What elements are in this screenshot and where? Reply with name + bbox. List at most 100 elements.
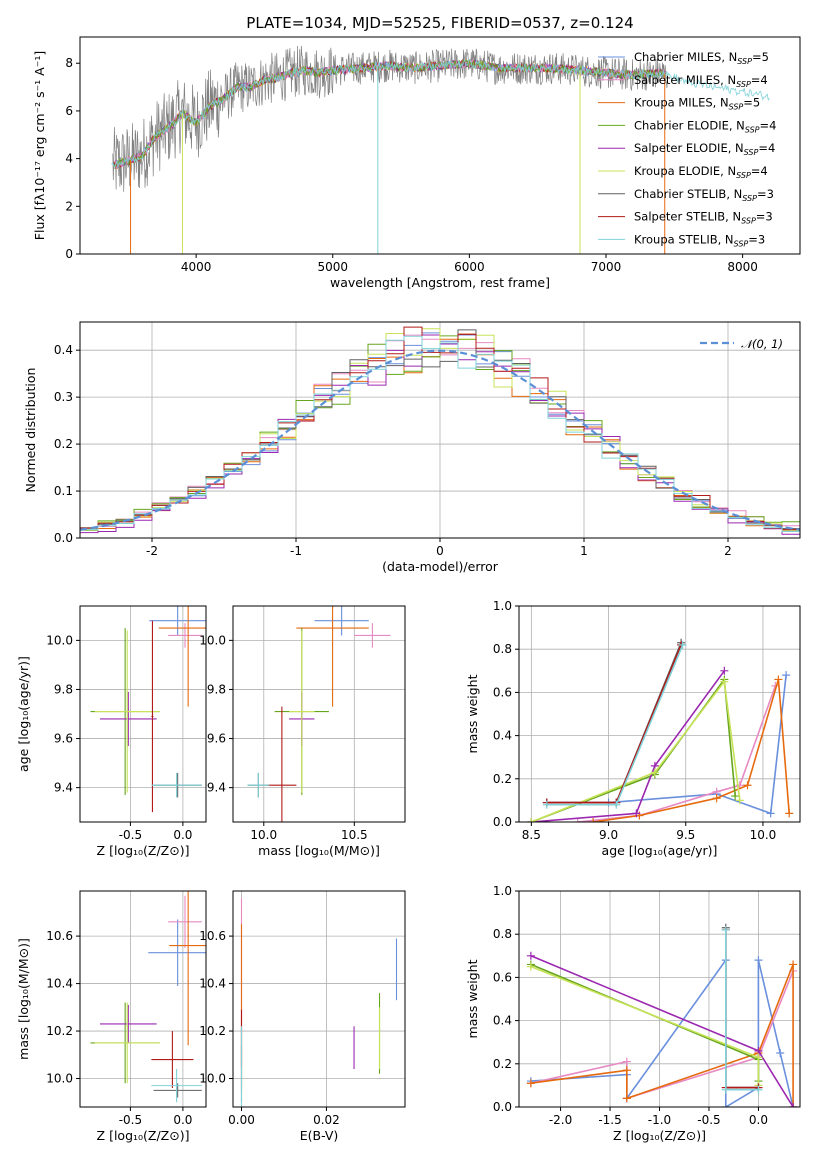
ebv-mass-plot-area: [240, 898, 398, 1107]
legend-subscript: SSP: [744, 148, 759, 157]
x-tick-label: 5000: [317, 260, 348, 274]
legend-name: Chabrier STELIB, N: [634, 187, 742, 201]
x-tick-label: -0.5: [119, 828, 142, 842]
legend-label-krou_stelib: Kroupa STELIB, NSSP=3: [634, 232, 765, 248]
x-axis-label: (data-model)/error: [382, 559, 499, 574]
weights-age-plot-area: [527, 638, 794, 822]
y-tick-label: 0.4: [493, 1014, 512, 1028]
x-tick-label: 0.0: [173, 1113, 192, 1127]
legend-subscript: SSP: [742, 194, 757, 203]
x-tick-label: 0.02: [313, 1113, 340, 1127]
axes-frame: [79, 605, 207, 823]
weights-z-panel: -2.0 -1.5 -1.0 -0.5 0.0 0.0 0.2 0.4 0.6 0.8 1.0 Z […: [465, 884, 801, 1143]
legend-subscript: SSP: [741, 217, 756, 226]
legend-name: Salpeter ELODIE, N: [634, 141, 744, 155]
legend-name: Kroupa MILES, N: [634, 96, 729, 110]
x-tick-label: 8000: [727, 260, 758, 274]
y-axis-label: mass weight: [465, 674, 480, 753]
weight-marker-krou_miles: [743, 781, 752, 790]
legend-subscript: SSP: [745, 125, 760, 134]
spectrum-plot-area: [111, 45, 770, 254]
weight-marker-krou_miles: [785, 809, 794, 818]
y-axis-label: Flux [fλ10⁻¹⁷ erg cm⁻² s⁻¹ A⁻¹]: [32, 51, 47, 240]
y-tick-label: 10.2: [46, 1024, 73, 1038]
legend-subscript: SSP: [729, 103, 744, 112]
x-tick-label: 8.5: [522, 828, 541, 842]
weight-marker-krou_miles: [789, 960, 798, 969]
y-tick-label: 9.4: [207, 781, 226, 795]
y-tick-label: 0.6: [493, 970, 512, 984]
y-tick-label: 9.4: [54, 781, 73, 795]
y-tick-label: 0.4: [54, 343, 73, 357]
legend-name: Chabrier ELODIE, N: [634, 118, 745, 132]
legend-name: Chabrier MILES, N: [634, 50, 737, 64]
y-axis-label: Normed distribution: [23, 368, 38, 493]
legend-label-gaussian: 𝒩(0, 1): [741, 337, 783, 351]
axes-frame: [518, 605, 801, 823]
x-tick-label: -2.0: [549, 1113, 572, 1127]
weight-marker-krou_stelib: [612, 800, 621, 809]
legend-label-chab_miles: Chabrier MILES, NSSP=5: [634, 50, 769, 66]
axes-frame: [79, 890, 207, 1108]
y-tick-label: 9.6: [207, 732, 226, 746]
x-axis-label: Z [log₁₀(Z/Z⊙)]: [97, 1128, 190, 1143]
y-tick-label: 10.4: [46, 977, 73, 991]
legend-suffix: =4: [751, 164, 768, 178]
weight-marker-chab_miles: [721, 1103, 730, 1107]
x-tick-label: -1.0: [648, 1113, 671, 1127]
legend-suffix: =5: [743, 96, 760, 110]
y-tick-label: 0: [65, 247, 73, 261]
y-tick-label: 9.6: [54, 732, 73, 746]
x-tick-label: 10.5: [341, 828, 368, 842]
legend-suffix: =3: [756, 210, 773, 224]
residuals-axes: -2 -1 0 1 2 0.0 0.1 0.2 0.3 0.4 (data-model)/error…: [23, 321, 801, 574]
x-tick-label: -2: [146, 544, 158, 558]
ebv-mass-panel: 0.00 0.02 10.0 10.2 10.4 10.6 E(B-V): [199, 890, 406, 1143]
weight-marker-krou_miles: [589, 818, 598, 822]
weight-marker-krou_stelib: [754, 1085, 763, 1094]
y-tick-label: 10.0: [199, 633, 226, 647]
z-age-plot-area: [90, 606, 206, 813]
x-tick-label: 9.5: [676, 828, 695, 842]
weight-marker-krou_elodie: [720, 677, 729, 686]
axes-frame: [232, 890, 406, 1108]
page-title: PLATE=1034, MJD=52525, FIBERID=0537, z=0…: [246, 14, 633, 32]
legend-suffix: =3: [757, 187, 774, 201]
x-axis-label: E(B-V): [300, 1128, 339, 1143]
y-tick-label: 10.6: [46, 929, 73, 943]
axes-frame: [79, 36, 801, 255]
axes-frame: [232, 605, 406, 823]
weight-marker-krou_miles: [622, 1066, 631, 1075]
legend-label-chab_stelib: Chabrier STELIB, NSSP=3: [634, 187, 774, 203]
legend-subscript: SSP: [736, 171, 751, 180]
legend-name: Salpeter STELIB, N: [634, 210, 741, 224]
legend-label-salp_stelib: Salpeter STELIB, NSSP=3: [634, 210, 773, 226]
weights-age-axes: 8.5 9.0 9.5 10.0 0.0 0.2 0.4 0.6 0.8 1.0 age [log₁…: [465, 599, 801, 858]
legend-name: Salpeter MILES, N: [634, 73, 736, 87]
x-tick-label: 4000: [181, 260, 212, 274]
x-tick-label: -0.5: [697, 1113, 720, 1127]
legend-subscript: SSP: [734, 239, 749, 248]
y-tick-label: 0.3: [54, 390, 73, 404]
y-tick-label: 0.0: [493, 815, 512, 829]
weight-marker-krou_elodie: [754, 1053, 763, 1062]
weight-line-salp_elodie: [530, 955, 794, 1107]
y-tick-label: 10.4: [199, 977, 226, 991]
legend-name: Kroupa ELODIE, N: [634, 164, 736, 178]
mass-age-plot-area: [247, 606, 391, 822]
y-tick-label: 9.8: [54, 682, 73, 696]
weight-marker-krou_miles: [622, 1094, 631, 1103]
z-age-panel: -0.5 0.0 9.4 9.6 9.8 10.0 Z [log₁₀(Z/Z⊙)] age […: [16, 605, 207, 858]
y-tick-label: 1.0: [493, 599, 512, 613]
y-tick-label: 10.6: [199, 929, 226, 943]
weight-marker-salp_elodie: [526, 951, 535, 960]
weight-line-salp_elodie: [531, 670, 725, 822]
x-tick-label: 10.0: [250, 828, 277, 842]
spectrum-panel: 4000 5000 6000 7000 8000 0 2 4 6 8 wavelength [Ang…: [32, 36, 801, 290]
legend-label-salp_miles: Salpeter MILES, NSSP=4: [634, 73, 768, 89]
legend-suffix: =4: [751, 73, 768, 87]
x-tick-label: 1: [580, 544, 588, 558]
x-axis-label: wavelength [Angstrom, rest frame]: [330, 275, 550, 290]
